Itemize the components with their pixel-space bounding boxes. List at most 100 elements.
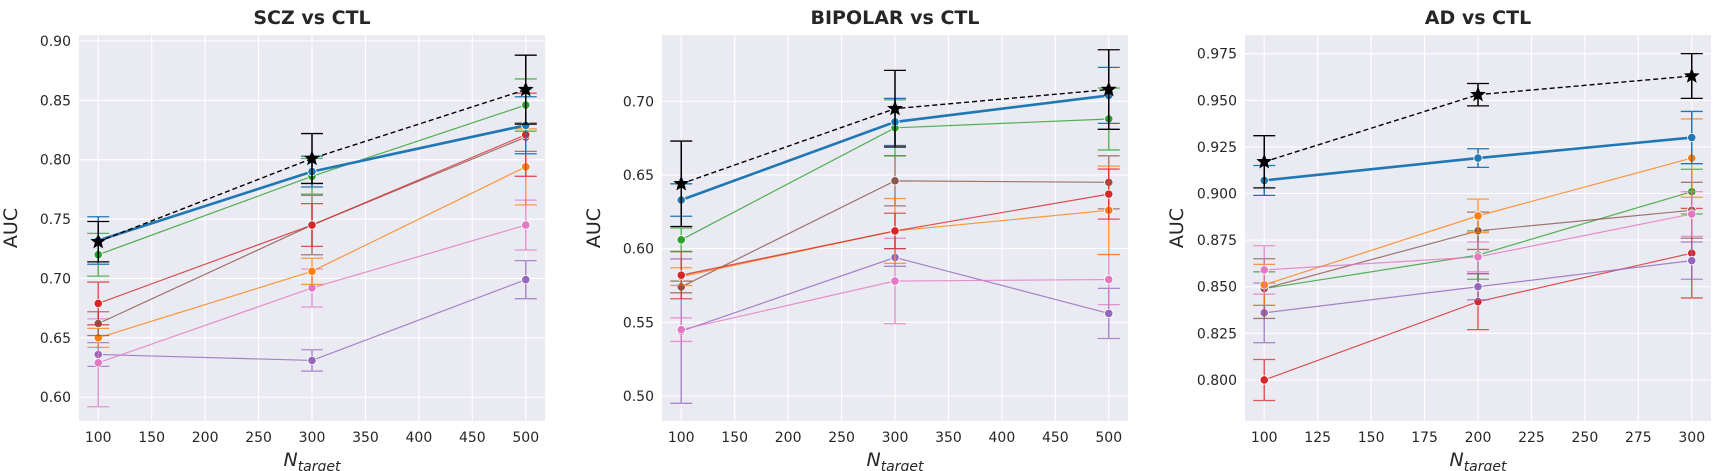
x-tick-label: 150 — [138, 430, 165, 446]
x-axis-label-sub: target — [298, 459, 341, 471]
data-point — [1473, 153, 1483, 163]
data-point — [1687, 256, 1697, 266]
y-axis-label: AUC — [0, 208, 22, 248]
y-tick-label: 0.875 — [1197, 233, 1237, 249]
data-point — [890, 276, 900, 286]
x-axis-label-main: N — [866, 449, 880, 471]
data-point — [521, 275, 531, 285]
data-point — [93, 358, 103, 368]
data-point — [1104, 189, 1114, 199]
chart-panel-3: 100 125 150 175 200 225 250 275 300 0.800 0.825 0.8… — [1166, 7, 1711, 471]
data-point — [1100, 81, 1117, 97]
y-tick-label: 0.85 — [40, 93, 71, 109]
data-point — [1256, 153, 1273, 169]
y-tick-label: 0.950 — [1197, 93, 1237, 109]
series-black — [670, 49, 1120, 228]
x-tick-label: 200 — [192, 430, 219, 446]
data-point — [890, 226, 900, 236]
data-point — [1683, 67, 1700, 83]
x-tick-label: 100 — [1251, 430, 1278, 446]
y-tick-label: 0.825 — [1197, 326, 1237, 342]
x-axis-label-main: N — [1449, 449, 1463, 471]
data-point — [676, 235, 686, 245]
series-line — [97, 88, 526, 243]
data-point — [521, 220, 531, 230]
x-axis-label-sub: target — [881, 459, 924, 471]
chart-panel-2: 100 150 200 250 300 350 400 450 500 0.50 0.55 0.60 0… — [583, 7, 1128, 471]
x-axis-label: Ntarget — [283, 449, 341, 471]
chart-title: SCZ vs CTL — [253, 7, 370, 29]
data-point — [90, 233, 107, 249]
series-black — [1253, 52, 1703, 189]
data-point — [1473, 211, 1483, 221]
x-tick-label: 250 — [245, 430, 272, 446]
x-tick-label: 150 — [721, 430, 748, 446]
data-point — [1104, 308, 1114, 319]
y-tick-label: 0.850 — [1197, 280, 1237, 296]
x-tick-label: 150 — [1358, 430, 1385, 446]
y-axis-label: AUC — [1166, 208, 1188, 248]
chart-panel-1: 100 150 200 250 300 350 400 450 500 0.60 0.65 0.70 0… — [0, 7, 545, 471]
chart-title: AD vs CTL — [1425, 7, 1531, 29]
data-point — [1473, 282, 1483, 292]
x-axis-label-main: N — [283, 449, 297, 471]
x-tick-label: 225 — [1518, 430, 1545, 446]
x-tick-label: 300 — [299, 430, 326, 446]
data-point — [1687, 132, 1697, 143]
data-point — [1259, 375, 1269, 385]
y-tick-label: 0.80 — [40, 153, 71, 169]
chart-title: BIPOLAR vs CTL — [810, 7, 979, 29]
y-tick-label: 0.65 — [623, 168, 654, 184]
y-tick-label: 0.70 — [623, 94, 654, 110]
y-tick-label: 0.925 — [1197, 140, 1237, 156]
y-tick-label: 0.90 — [40, 34, 71, 50]
x-tick-label: 100 — [668, 430, 695, 446]
data-point — [673, 175, 690, 191]
series-black — [87, 54, 537, 263]
x-tick-label: 200 — [775, 430, 802, 446]
x-tick-label: 175 — [1411, 430, 1438, 446]
series-pink — [1253, 190, 1703, 295]
data-point — [93, 298, 103, 309]
data-point — [1470, 86, 1486, 102]
data-point — [307, 266, 317, 276]
x-tick-label: 250 — [1572, 430, 1599, 446]
x-axis-label: Ntarget — [866, 449, 924, 471]
x-tick-label: 200 — [1465, 430, 1492, 446]
x-tick-label: 450 — [459, 430, 486, 446]
x-axis-label: Ntarget — [1449, 449, 1507, 471]
data-point — [307, 220, 317, 230]
data-point — [890, 176, 900, 186]
y-tick-label: 0.800 — [1197, 373, 1237, 389]
data-point — [1259, 265, 1269, 275]
x-tick-label: 350 — [935, 430, 962, 446]
series-red — [670, 168, 1120, 300]
x-tick-label: 400 — [406, 430, 433, 446]
data-point — [1687, 209, 1697, 219]
data-point — [307, 355, 317, 366]
series-purple — [87, 260, 537, 372]
x-tick-label: 300 — [1678, 430, 1705, 446]
x-tick-label: 100 — [85, 430, 112, 446]
y-axis-label: AUC — [583, 208, 605, 248]
x-tick-label: 350 — [352, 430, 379, 446]
data-point — [1104, 274, 1114, 285]
data-point — [304, 150, 320, 166]
y-tick-label: 0.900 — [1197, 187, 1237, 203]
y-tick-label: 0.50 — [623, 389, 654, 405]
x-tick-label: 400 — [989, 430, 1016, 446]
y-tick-label: 0.60 — [623, 242, 654, 258]
y-tick-label: 0.75 — [40, 212, 71, 228]
y-tick-label: 0.70 — [40, 271, 71, 287]
x-tick-label: 125 — [1304, 430, 1331, 446]
y-tick-label: 0.975 — [1197, 47, 1237, 63]
data-point — [676, 325, 686, 335]
data-point — [887, 100, 903, 116]
y-tick-label: 0.65 — [40, 331, 71, 347]
data-point — [676, 270, 686, 280]
y-tick-label: 0.60 — [40, 390, 71, 406]
x-tick-label: 500 — [1095, 430, 1122, 446]
y-tick-label: 0.55 — [623, 315, 654, 331]
data-point — [517, 81, 534, 97]
